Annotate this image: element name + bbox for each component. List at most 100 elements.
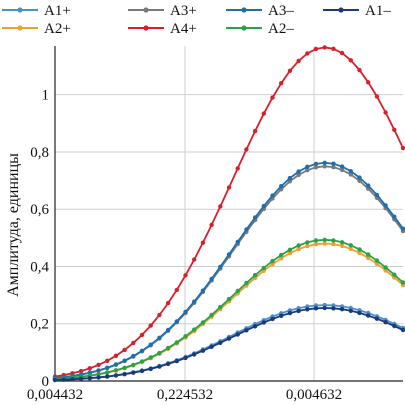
data-point <box>261 111 266 116</box>
y-tick-label: 0,2 <box>30 317 49 333</box>
data-point <box>348 246 353 252</box>
data-point <box>313 306 319 311</box>
data-point <box>339 50 345 56</box>
data-point <box>383 265 388 270</box>
data-point <box>392 272 397 277</box>
data-point <box>131 362 136 368</box>
data-point <box>366 80 371 85</box>
legend-marker <box>241 25 247 31</box>
data-point <box>61 377 66 382</box>
data-point <box>322 45 327 50</box>
data-point <box>165 300 171 306</box>
x-tick-label: 0,224532 <box>157 387 213 403</box>
data-point <box>313 161 319 167</box>
data-point <box>218 204 223 209</box>
x-tick-label: 0,004432 <box>27 387 83 403</box>
data-point <box>305 243 310 249</box>
legend-item: A3+ <box>128 3 197 19</box>
data-point <box>174 358 179 364</box>
data-point <box>252 128 258 134</box>
legend-item: A2– <box>226 21 294 37</box>
data-point <box>339 240 345 245</box>
y-tick-label: 0,6 <box>30 202 49 218</box>
data-point <box>400 226 405 231</box>
data-point <box>131 340 136 346</box>
data-point <box>322 164 327 169</box>
data-point <box>287 251 293 256</box>
data-point <box>374 261 380 266</box>
data-point <box>139 332 145 338</box>
data-point <box>357 67 362 73</box>
data-point <box>244 280 249 286</box>
axes <box>54 46 403 382</box>
data-point <box>244 227 249 232</box>
data-point <box>226 252 232 257</box>
data-point <box>279 81 284 86</box>
data-point <box>131 370 136 375</box>
data-point <box>305 168 310 173</box>
data-point <box>209 344 214 349</box>
data-point <box>235 239 240 245</box>
data-point <box>165 345 171 351</box>
data-point <box>261 203 266 209</box>
series-line <box>54 161 404 379</box>
data-point <box>313 46 319 52</box>
data-point <box>183 355 188 361</box>
y-tick-labels: 0 0,2 0,4 0,6 0,8 1 <box>30 88 49 390</box>
data-point <box>96 368 101 373</box>
data-point <box>261 265 266 271</box>
data-point <box>165 361 171 367</box>
data-point <box>226 185 232 190</box>
data-point <box>218 340 223 345</box>
legend-label: A3+ <box>170 3 197 19</box>
data-point <box>279 256 284 261</box>
data-point <box>331 46 336 51</box>
legend-label: A2+ <box>44 21 71 37</box>
data-point <box>331 306 336 311</box>
legend-label: A3– <box>268 3 294 19</box>
data-point <box>244 147 249 152</box>
data-point <box>357 250 362 256</box>
data-point <box>322 241 327 246</box>
data-point <box>313 165 319 170</box>
data-point <box>252 215 258 220</box>
data-point <box>157 350 162 356</box>
data-point <box>148 355 153 360</box>
series-lines <box>52 45 405 383</box>
data-point <box>296 308 301 314</box>
legend: A1+ A2+ A3+ A4+ A3– A2– A1– <box>2 3 391 37</box>
data-point <box>122 365 127 370</box>
y-tick-label: 1 <box>42 88 50 104</box>
data-point <box>383 203 388 208</box>
data-point <box>183 334 188 339</box>
data-point <box>261 320 266 325</box>
data-point <box>296 246 301 252</box>
data-point <box>122 347 127 353</box>
data-point <box>174 319 179 324</box>
data-point <box>226 336 232 341</box>
legend-item: A3– <box>226 3 294 19</box>
data-point <box>383 110 388 115</box>
data-point <box>374 258 380 263</box>
data-point <box>357 247 362 252</box>
data-point <box>200 288 206 293</box>
data-point <box>192 352 197 357</box>
data-point <box>374 192 380 198</box>
data-point <box>366 313 371 318</box>
series-A3+ <box>52 164 405 381</box>
legend-label: A1+ <box>44 3 71 19</box>
data-point <box>305 240 310 245</box>
data-point <box>348 243 353 248</box>
data-point <box>322 237 327 242</box>
data-point <box>148 366 153 372</box>
series-A4+ <box>52 45 405 379</box>
series-A2– <box>52 237 405 382</box>
grid <box>55 46 403 381</box>
data-point <box>148 323 153 328</box>
data-point <box>305 307 310 312</box>
data-point <box>270 258 275 264</box>
data-point <box>87 366 93 371</box>
data-point <box>192 299 197 304</box>
data-point <box>287 175 293 181</box>
